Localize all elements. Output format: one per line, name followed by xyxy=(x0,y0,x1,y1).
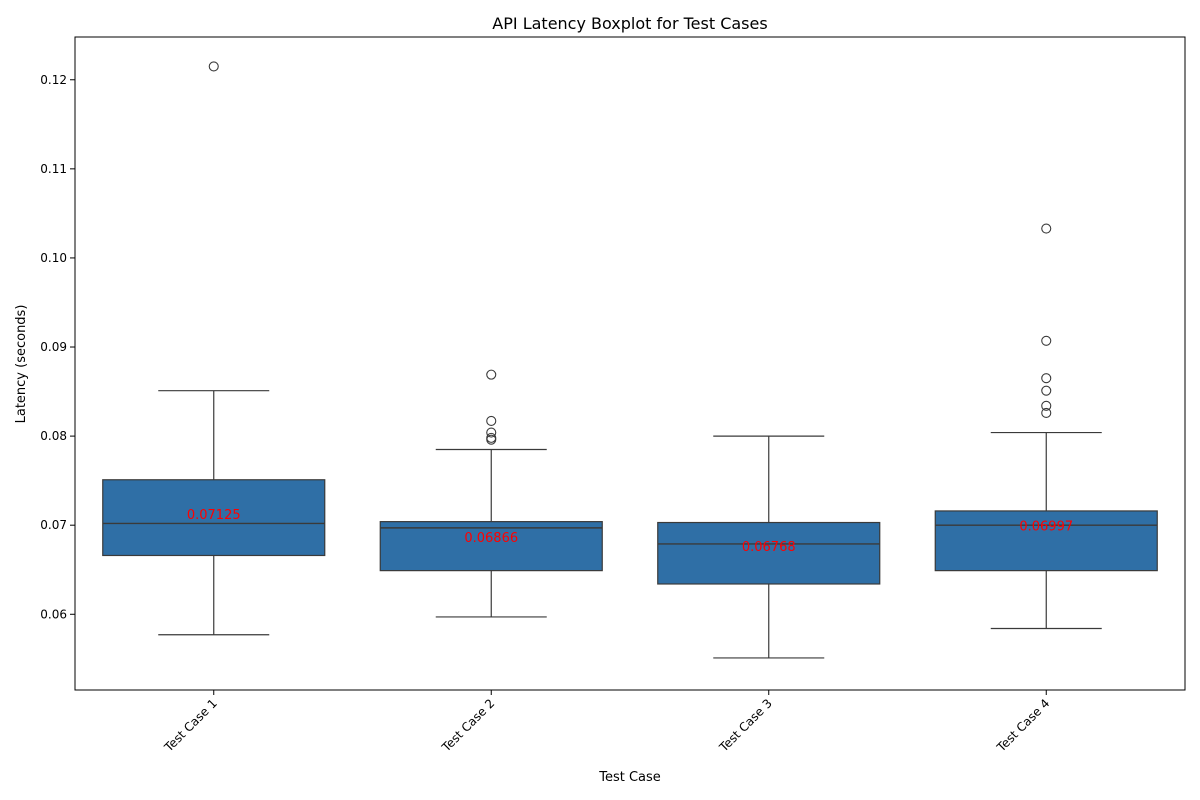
y-tick-label: 0.11 xyxy=(40,162,67,176)
x-axis-title: Test Case xyxy=(598,770,661,785)
y-tick-label: 0.09 xyxy=(40,340,67,354)
x-tick-label: Test Case 2 xyxy=(438,696,497,755)
plot-frame xyxy=(74,36,1186,691)
outlier-point xyxy=(1041,223,1052,234)
iqr-box xyxy=(102,479,326,557)
mean-label: 0.06997 xyxy=(1019,519,1073,534)
outlier-point xyxy=(486,415,497,427)
y-tick-label: 0.07 xyxy=(40,518,67,532)
box-group: 0.06997 xyxy=(934,223,1158,630)
y-tick-label: 0.08 xyxy=(40,429,67,443)
outlier-point xyxy=(1041,407,1052,418)
outlier-point xyxy=(1041,400,1052,411)
outlier-point xyxy=(1041,385,1052,396)
outlier-point xyxy=(486,427,497,438)
mean-label: 0.06866 xyxy=(464,531,518,546)
y-tick-label: 0.06 xyxy=(40,607,67,621)
iqr-box xyxy=(934,510,1158,572)
iqr-box xyxy=(379,521,603,572)
outlier-point xyxy=(1041,373,1052,384)
x-tick-label: Test Case 4 xyxy=(993,696,1052,755)
x-tick-label: Test Case 1 xyxy=(161,696,220,755)
mean-label: 0.07125 xyxy=(187,508,241,523)
y-tick-label: 0.12 xyxy=(40,73,67,87)
outlier-point xyxy=(1041,335,1052,346)
y-tick-label: 0.10 xyxy=(40,251,67,265)
outlier-point xyxy=(486,369,497,380)
outlier-point xyxy=(208,61,219,72)
box-group: 0.07125 xyxy=(102,61,326,636)
y-axis-title: Latency (seconds) xyxy=(14,305,29,424)
box-group: 0.06866 xyxy=(379,369,603,618)
box-group: 0.06768 xyxy=(657,435,881,659)
outlier-point xyxy=(486,434,497,445)
iqr-box xyxy=(657,521,881,585)
chart-title: API Latency Boxplot for Test Cases xyxy=(492,14,767,33)
x-tick-label: Test Case 3 xyxy=(716,696,775,755)
mean-label: 0.06768 xyxy=(742,540,796,555)
plot-area: 0.06 0.07 0.08 0.09 0.10 0.11 0.12 Test Case 1 T… xyxy=(40,36,1186,755)
